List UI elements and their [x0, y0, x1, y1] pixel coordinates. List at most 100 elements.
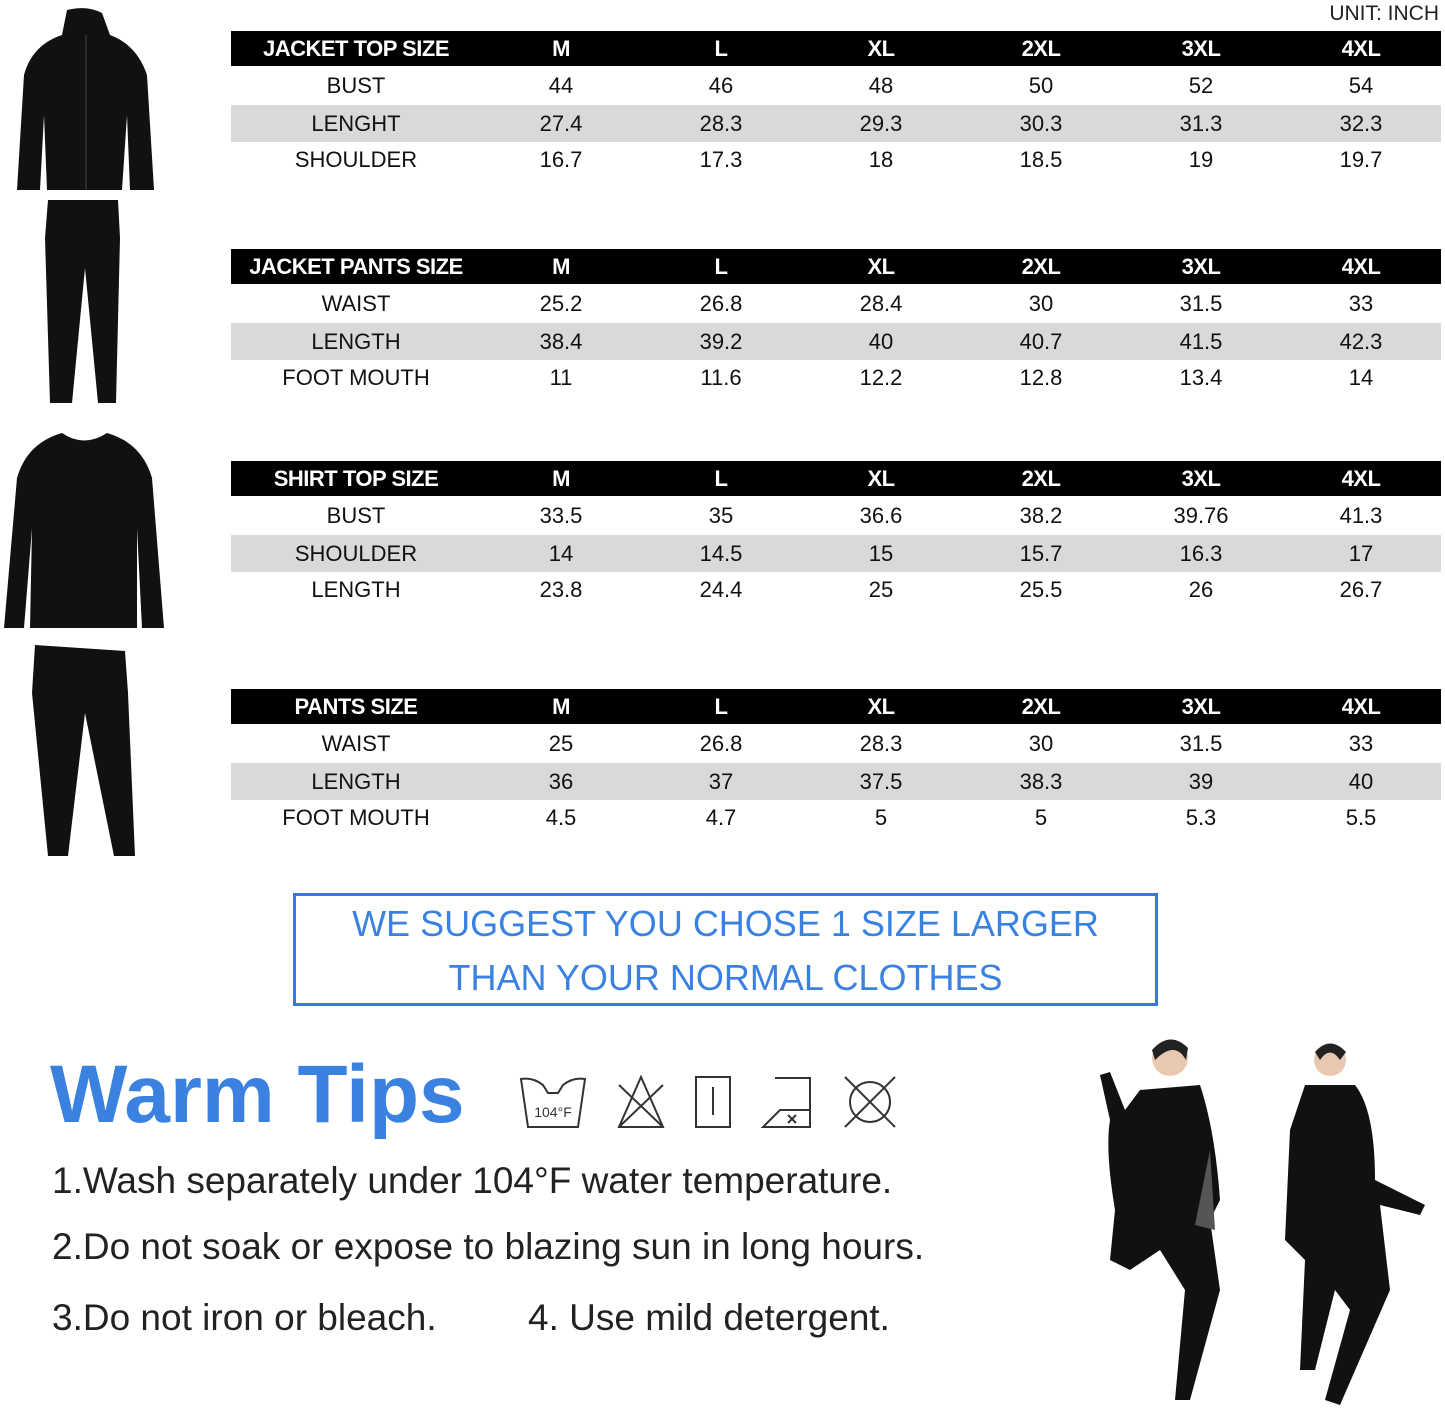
table-header: SHIRT TOP SIZE M L XL 2XL 3XL 4XL — [231, 461, 1441, 496]
measurement-label: SHOULDER — [294, 147, 418, 172]
no-bleach-icon — [617, 1075, 665, 1128]
table-cell: 18 — [868, 147, 894, 172]
table-row: SHOULDER 16.7 17.3 18 18.5 19 19.7 — [231, 142, 1441, 178]
table-cell: 11 — [549, 365, 573, 390]
measurement-label: WAIST — [321, 290, 391, 316]
tip-2: 2.Do not soak or expose to blazing sun i… — [52, 1226, 925, 1267]
size-column-header: 4XL — [1341, 253, 1381, 279]
table-cell: 33 — [1348, 730, 1374, 756]
table-row: FOOT MOUTH 11 11.6 12.2 12.8 13.4 14 — [231, 360, 1441, 396]
table-cell: 38.3 — [1019, 768, 1063, 794]
jacket-pants-image — [45, 200, 120, 403]
table-cell: 26.8 — [699, 730, 743, 756]
table-cell: 24.4 — [699, 577, 743, 602]
table-cell: 38.2 — [1019, 502, 1063, 528]
table-row: BUST 33.5 35 36.6 38.2 39.76 41.3 — [231, 496, 1441, 535]
table-cell: 27.4 — [539, 110, 583, 136]
size-column-header: L — [714, 35, 728, 61]
size-column-header: 2XL — [1021, 693, 1061, 719]
table-cell: 33.5 — [539, 502, 583, 528]
warm-tips-title: Warm Tips — [50, 1049, 465, 1140]
size-column-header: 2XL — [1021, 253, 1061, 279]
size-column-header: 2XL — [1021, 35, 1061, 61]
measurement-label: BUST — [326, 72, 386, 98]
table-cell: 5.5 — [1345, 805, 1377, 830]
table-row: LENGTH 38.4 39.2 40 40.7 41.5 42.3 — [231, 323, 1441, 360]
table-cell: 31.5 — [1179, 290, 1223, 316]
jacket-image — [17, 8, 154, 191]
table-row: WAIST 25.2 26.8 28.4 30 31.5 33 — [231, 284, 1441, 323]
table-cell: 40 — [868, 328, 894, 354]
table-row: LENGHT 27.4 28.3 29.3 30.3 31.3 32.3 — [231, 105, 1441, 142]
table-cell: 31.3 — [1179, 110, 1223, 136]
table-cell: 26.8 — [699, 290, 743, 316]
table-cell: 15 — [868, 540, 894, 566]
size-table: JACKET TOP SIZE M L XL 2XL 3XL 4XL BUST 44 46 48 50… — [231, 31, 1441, 178]
table-title: JACKET TOP SIZE — [262, 35, 450, 61]
table-title: PANTS SIZE — [294, 693, 418, 719]
table-cell: 37.5 — [859, 768, 903, 794]
table-cell: 31.5 — [1179, 730, 1223, 756]
table-cell: 39.2 — [699, 328, 743, 354]
shirt-image — [4, 433, 164, 628]
table-cell: 40 — [1348, 768, 1374, 794]
no-iron-icon — [760, 1077, 811, 1128]
table-cell: 13.4 — [1179, 365, 1223, 390]
table-cell: 16.3 — [1179, 540, 1223, 566]
measurement-label: BUST — [326, 502, 386, 528]
table-cell: 54 — [1348, 72, 1374, 98]
table-cell: 19.7 — [1339, 147, 1383, 172]
size-column-header: L — [714, 253, 728, 279]
measurement-label: FOOT MOUTH — [282, 365, 430, 390]
pants-image — [32, 645, 135, 856]
table-cell: 28.3 — [859, 730, 903, 756]
table-cell: 28.3 — [699, 110, 743, 136]
table-cell: 11.6 — [700, 365, 742, 390]
table-cell: 17.3 — [699, 147, 743, 172]
table-cell: 28.4 — [859, 290, 903, 316]
table-cell: 46 — [708, 72, 734, 98]
table-cell: 18.5 — [1019, 147, 1063, 172]
table-row: SHOULDER 14 14.5 15 15.7 16.3 17 — [231, 535, 1441, 572]
table-cell: 41.5 — [1179, 328, 1223, 354]
table-cell: 12.2 — [859, 365, 903, 390]
table-cell: 39.76 — [1173, 502, 1229, 528]
measurement-label: LENGTH — [311, 577, 401, 602]
size-column-header: 3XL — [1181, 253, 1221, 279]
suggestion-line-2: THAN YOUR NORMAL CLOTHES — [448, 957, 1003, 998]
table-cell: 19 — [1188, 147, 1214, 172]
table-cell: 36.6 — [859, 502, 903, 528]
size-column-header: M — [552, 693, 570, 719]
size-column-header: M — [552, 465, 570, 491]
measurement-label: LENGTH — [311, 328, 401, 354]
table-cell: 42.3 — [1339, 328, 1383, 354]
table-cell: 30.3 — [1019, 110, 1063, 136]
size-suggestion-box: WE SUGGEST YOU CHOSE 1 SIZE LARGER THAN … — [293, 893, 1158, 1006]
size-table: JACKET PANTS SIZE M L XL 2XL 3XL 4XL WAIST 25.2 2… — [231, 249, 1441, 396]
size-column-header: XL — [867, 465, 895, 491]
wash-104f-icon: 104°F — [519, 1077, 587, 1128]
size-column-header: 3XL — [1181, 465, 1221, 491]
table-header: JACKET PANTS SIZE M L XL 2XL 3XL 4XL — [231, 249, 1441, 284]
table-cell: 4.5 — [545, 805, 577, 830]
table-cell: 26 — [1188, 577, 1214, 602]
table-cell: 25.2 — [539, 290, 583, 316]
measurement-label: LENGHT — [311, 110, 401, 136]
suggestion-line-1: WE SUGGEST YOU CHOSE 1 SIZE LARGER — [352, 903, 1099, 944]
size-column-header: 4XL — [1341, 693, 1381, 719]
table-cell: 37 — [708, 768, 734, 794]
table-cell: 29.3 — [859, 110, 903, 136]
table-cell: 30 — [1028, 290, 1054, 316]
table-cell: 35 — [708, 502, 734, 528]
table-cell: 25.5 — [1019, 577, 1063, 602]
table-cell: 4.7 — [705, 805, 737, 830]
table-cell: 16.7 — [539, 147, 583, 172]
table-cell: 5 — [874, 805, 888, 830]
wash-temp-label: 104°F — [534, 1104, 572, 1120]
table-cell: 50 — [1028, 72, 1054, 98]
table-title: JACKET PANTS SIZE — [249, 253, 463, 279]
table-row: LENGTH 23.8 24.4 25 25.5 26 26.7 — [231, 572, 1441, 608]
size-column-header: L — [714, 693, 728, 719]
size-table: PANTS SIZE M L XL 2XL 3XL 4XL WAIST 25 26.8 28.3 30… — [231, 689, 1441, 836]
measurement-label: WAIST — [321, 730, 391, 756]
